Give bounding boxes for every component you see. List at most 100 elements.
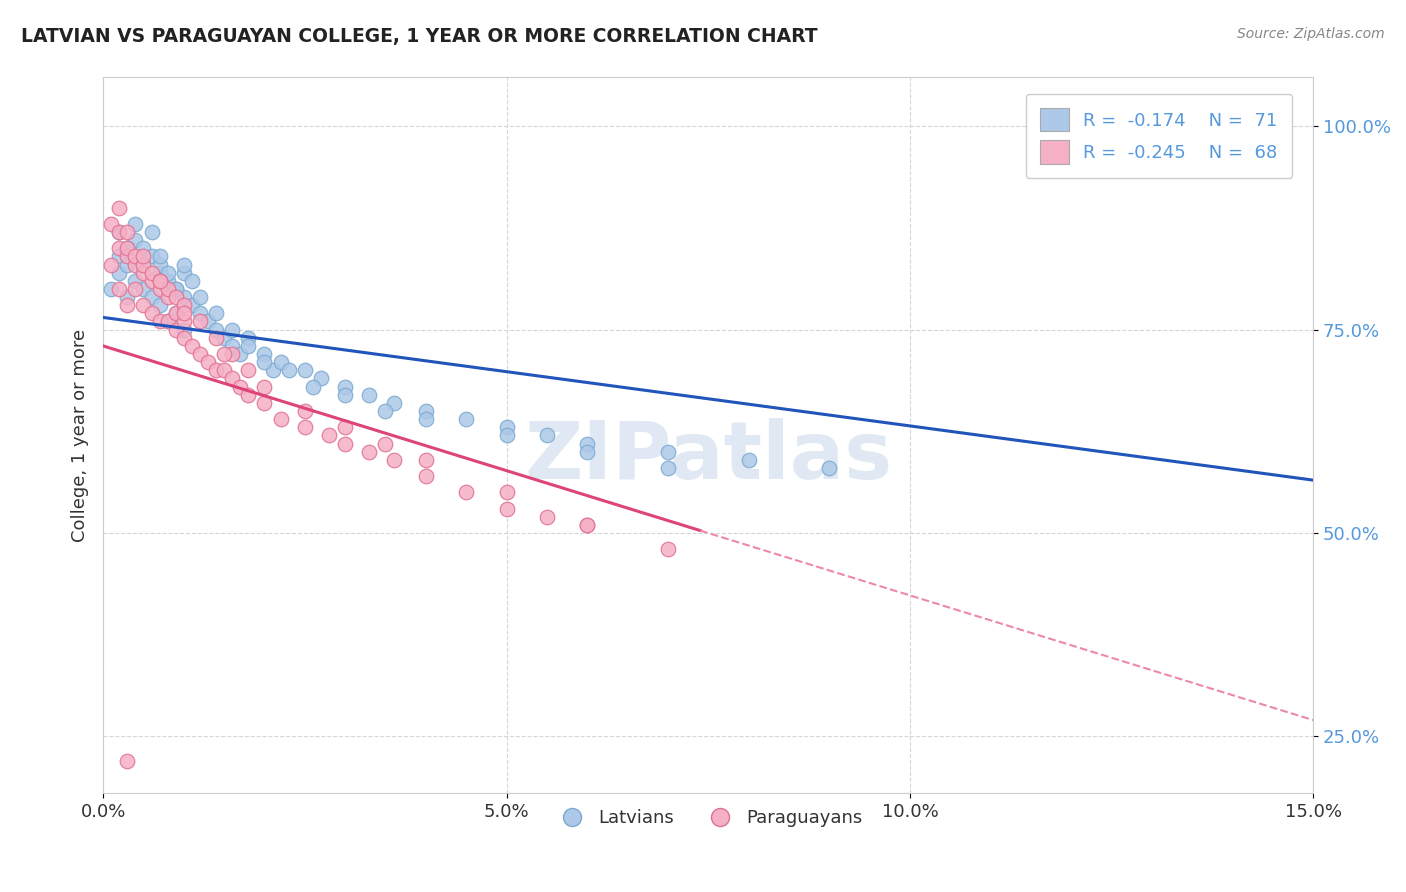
Point: [212, 331, 235, 345]
Point: [197, 355, 219, 369]
Point: [156, 282, 179, 296]
Point: [156, 290, 179, 304]
Point: [205, 363, 228, 377]
Point: [149, 314, 172, 328]
Point: [253, 379, 276, 393]
Point: [456, 412, 478, 426]
Point: [149, 282, 172, 296]
Point: [238, 339, 260, 353]
Point: [495, 428, 517, 442]
Point: [149, 266, 172, 280]
Point: [277, 363, 299, 377]
Point: [132, 282, 155, 296]
Text: ZIPatlas: ZIPatlas: [524, 417, 893, 496]
Point: [108, 241, 131, 255]
Text: Source: ZipAtlas.com: Source: ZipAtlas.com: [1237, 27, 1385, 41]
Point: [108, 225, 131, 239]
Point: [188, 314, 211, 328]
Point: [359, 388, 381, 402]
Point: [221, 347, 243, 361]
Point: [333, 379, 356, 393]
Point: [180, 339, 202, 353]
Point: [141, 225, 163, 239]
Point: [124, 258, 146, 272]
Point: [318, 428, 340, 442]
Point: [173, 331, 195, 345]
Point: [165, 282, 187, 296]
Point: [165, 306, 187, 320]
Point: [262, 363, 284, 377]
Point: [149, 298, 172, 312]
Point: [415, 412, 437, 426]
Point: [124, 233, 146, 247]
Point: [415, 404, 437, 418]
Point: [188, 306, 211, 320]
Point: [270, 355, 292, 369]
Point: [294, 420, 316, 434]
Point: [108, 201, 131, 215]
Point: [173, 266, 195, 280]
Point: [108, 266, 131, 280]
Point: [302, 379, 325, 393]
Point: [374, 404, 396, 418]
Point: [132, 258, 155, 272]
Point: [1222, 120, 1244, 134]
Point: [180, 298, 202, 312]
Point: [165, 282, 187, 296]
Point: [141, 266, 163, 280]
Point: [141, 306, 163, 320]
Point: [309, 371, 332, 385]
Point: [495, 420, 517, 434]
Point: [576, 444, 599, 458]
Point: [117, 241, 139, 255]
Point: [333, 388, 356, 402]
Point: [132, 249, 155, 263]
Point: [173, 306, 195, 320]
Point: [238, 331, 260, 345]
Point: [221, 339, 243, 353]
Point: [124, 217, 146, 231]
Point: [333, 420, 356, 434]
Point: [149, 249, 172, 263]
Point: [495, 485, 517, 500]
Point: [382, 396, 405, 410]
Point: [173, 298, 195, 312]
Legend: Latvians, Paraguayans: Latvians, Paraguayans: [547, 802, 870, 834]
Point: [156, 314, 179, 328]
Point: [576, 517, 599, 532]
Point: [253, 396, 276, 410]
Point: [205, 306, 228, 320]
Point: [374, 436, 396, 450]
Point: [117, 290, 139, 304]
Point: [165, 290, 187, 304]
Point: [156, 274, 179, 288]
Point: [818, 461, 841, 475]
Point: [238, 388, 260, 402]
Point: [657, 542, 679, 557]
Point: [132, 241, 155, 255]
Point: [117, 754, 139, 768]
Point: [108, 249, 131, 263]
Point: [456, 485, 478, 500]
Point: [173, 314, 195, 328]
Point: [100, 217, 122, 231]
Point: [657, 461, 679, 475]
Point: [294, 404, 316, 418]
Point: [180, 274, 202, 288]
Point: [124, 274, 146, 288]
Point: [1181, 152, 1204, 166]
Point: [212, 347, 235, 361]
Point: [657, 444, 679, 458]
Point: [149, 274, 172, 288]
Point: [173, 323, 195, 337]
Point: [495, 501, 517, 516]
Y-axis label: College, 1 year or more: College, 1 year or more: [72, 329, 89, 542]
Point: [117, 241, 139, 255]
Point: [141, 249, 163, 263]
Point: [117, 298, 139, 312]
Point: [229, 347, 252, 361]
Point: [415, 452, 437, 467]
Point: [188, 290, 211, 304]
Point: [124, 249, 146, 263]
Point: [270, 412, 292, 426]
